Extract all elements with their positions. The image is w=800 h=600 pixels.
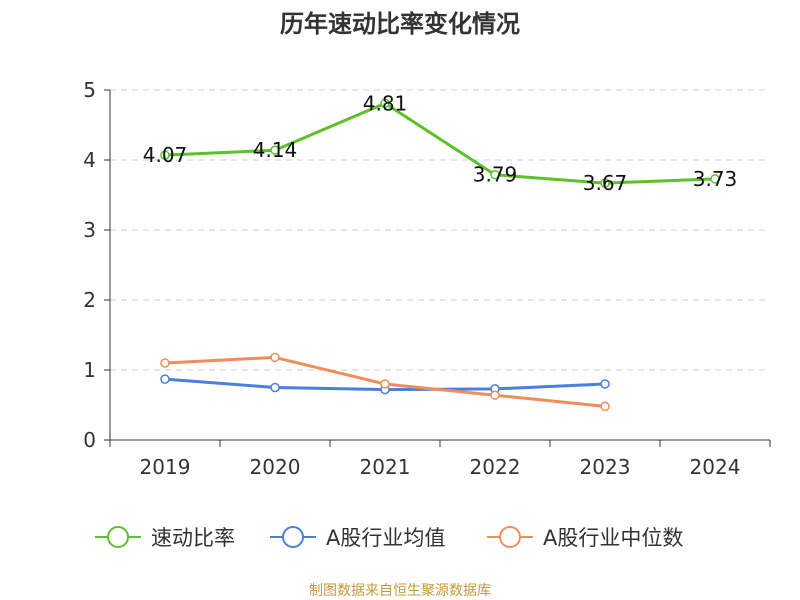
data-point[interactable]	[710, 174, 720, 184]
legend-label: 速动比率	[151, 526, 235, 550]
data-point[interactable]	[490, 169, 500, 180]
data-point[interactable]	[380, 379, 390, 389]
data-label: 4.81	[363, 91, 408, 115]
y-tick-label: 0	[83, 428, 96, 452]
legend[interactable]: 速动比率 A股行业均值 A股行业中位数	[95, 526, 683, 550]
x-tick-label: 2024	[690, 455, 741, 479]
legend-label: A股行业中位数	[543, 526, 683, 550]
y-tick-label: 5	[83, 78, 96, 102]
data-point[interactable]	[160, 358, 170, 368]
data-labels: 4.07 4.14 4.81 3.79 3.67 3.73	[143, 91, 738, 195]
x-tick-label: 2019	[140, 455, 191, 479]
legend-item[interactable]: A股行业中位数	[487, 526, 683, 550]
data-point[interactable]	[270, 145, 280, 155]
y-tick-label: 4	[83, 148, 96, 172]
data-point[interactable]	[600, 178, 610, 188]
y-tick-label: 1	[83, 358, 96, 382]
data-point[interactable]	[270, 382, 280, 393]
x-tick-label: 2023	[580, 455, 631, 479]
data-point[interactable]	[600, 401, 610, 412]
x-tick-label: 2021	[360, 455, 411, 479]
series-line	[164, 101, 716, 185]
gridlines	[110, 89, 770, 371]
legend-marker	[107, 526, 129, 548]
data-label: 4.07	[143, 143, 188, 167]
legend-marker	[282, 526, 304, 548]
y-tick-label: 3	[83, 218, 96, 242]
data-label: 4.14	[253, 138, 298, 162]
data-label: 3.79	[473, 163, 518, 187]
legend-item[interactable]: 速动比率	[95, 526, 235, 550]
source-note: 制图数据来自恒生聚源数据库	[309, 583, 491, 599]
axes: 0 1 2 3 4 5 2019 2020 2021 2022 2023 2024	[83, 78, 771, 479]
data-point[interactable]	[270, 352, 280, 363]
x-tick-label: 2020	[250, 455, 301, 479]
legend-label: A股行业均值	[326, 526, 445, 550]
legend-marker	[499, 526, 521, 548]
data-point[interactable]	[380, 98, 390, 109]
data-label: 3.67	[583, 171, 628, 195]
x-tick-label: 2022	[470, 455, 521, 479]
data-label: 3.73	[693, 167, 738, 191]
series	[160, 98, 720, 412]
data-point[interactable]	[490, 390, 500, 400]
data-point[interactable]	[600, 379, 610, 389]
legend-item[interactable]: A股行业均值	[270, 526, 445, 550]
data-point[interactable]	[160, 374, 170, 384]
y-tick-label: 2	[83, 288, 96, 312]
data-point[interactable]	[160, 150, 170, 160]
chart-title: 历年速动比率变化情况	[280, 10, 520, 38]
